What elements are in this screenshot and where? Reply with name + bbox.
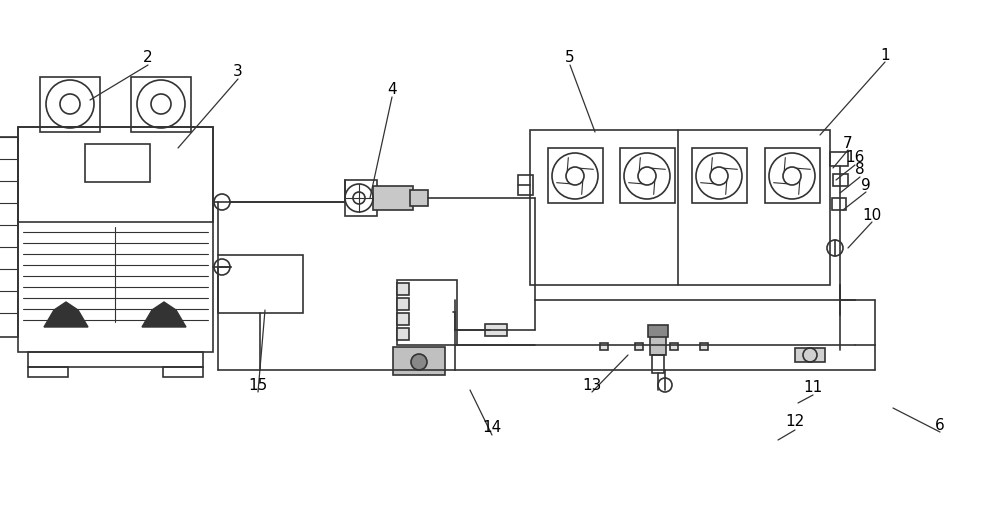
Bar (218, 255, 303, 313)
Text: 12: 12 (785, 415, 805, 429)
Bar (397, 280, 457, 345)
Bar (28, 352, 203, 367)
Text: 16: 16 (845, 151, 865, 165)
Bar (832, 198, 846, 210)
Text: 2: 2 (143, 50, 153, 66)
Bar (670, 343, 678, 350)
Bar (85, 144, 150, 182)
Circle shape (411, 354, 427, 370)
Text: 3: 3 (233, 65, 243, 79)
Text: 7: 7 (843, 135, 853, 151)
Text: 10: 10 (862, 207, 882, 223)
Bar (830, 152, 848, 166)
Bar (40, 77, 100, 132)
Bar (18, 127, 213, 222)
Bar (548, 148, 603, 203)
Text: 13: 13 (582, 377, 602, 393)
Bar (410, 190, 428, 206)
Polygon shape (44, 302, 88, 327)
Bar (397, 328, 409, 340)
Bar (397, 298, 409, 310)
Bar (635, 343, 643, 350)
Text: 14: 14 (482, 421, 502, 436)
Bar (652, 355, 664, 373)
Bar (131, 77, 191, 132)
Bar (600, 343, 608, 350)
Bar (833, 174, 848, 186)
Text: 9: 9 (861, 177, 871, 193)
Text: 4: 4 (387, 82, 397, 98)
Bar (18, 127, 213, 352)
Bar (163, 367, 203, 377)
Polygon shape (142, 302, 186, 327)
Bar (530, 130, 830, 285)
Text: 8: 8 (855, 163, 865, 177)
Bar (397, 313, 409, 325)
Bar (28, 367, 68, 377)
Bar (648, 325, 668, 337)
Bar (620, 148, 675, 203)
Text: 15: 15 (248, 377, 268, 393)
Bar (692, 148, 747, 203)
Bar (0, 137, 18, 337)
Text: 1: 1 (880, 47, 890, 62)
Text: 11: 11 (803, 381, 823, 395)
Text: 6: 6 (935, 417, 945, 433)
Bar (650, 333, 666, 355)
Bar (485, 324, 507, 336)
Bar (518, 175, 533, 195)
Bar (393, 347, 445, 375)
Bar (373, 186, 413, 210)
Bar (700, 343, 708, 350)
Bar (765, 148, 820, 203)
Bar (397, 283, 409, 295)
Bar (795, 348, 825, 362)
Bar (345, 180, 377, 216)
Text: 5: 5 (565, 50, 575, 66)
